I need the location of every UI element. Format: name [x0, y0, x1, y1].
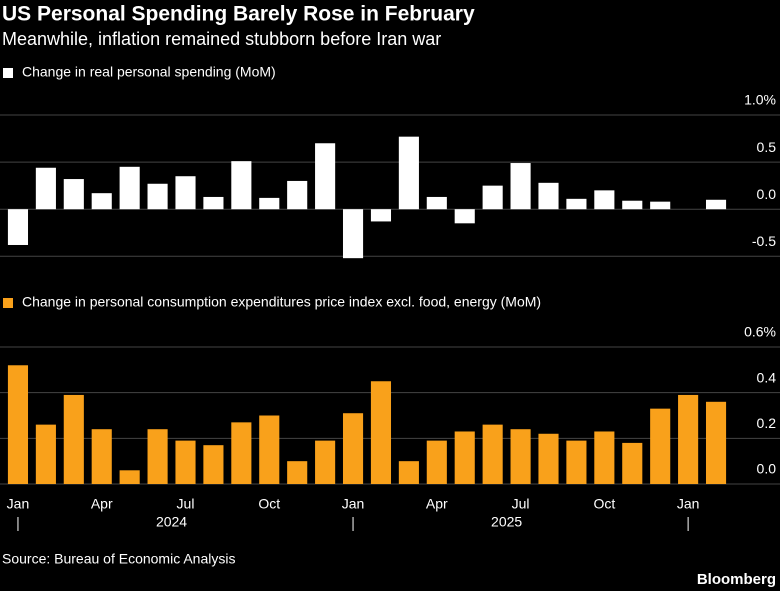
bar — [91, 429, 112, 484]
bar — [7, 365, 29, 484]
bar — [510, 163, 531, 210]
bar — [398, 461, 419, 484]
x-tick-label: Jan — [342, 496, 365, 512]
chart-title: US Personal Spending Barely Rose in Febr… — [2, 3, 475, 26]
bar — [650, 408, 671, 484]
bar — [705, 199, 727, 210]
bar — [35, 424, 56, 484]
bar — [63, 394, 84, 484]
bar — [203, 445, 224, 484]
bar — [147, 183, 168, 210]
legend-swatch — [3, 68, 13, 78]
y-tick-label: -0.5 — [752, 233, 776, 249]
y-tick-label: 0.0 — [757, 186, 777, 202]
bar — [538, 433, 559, 484]
bar — [342, 209, 364, 259]
bar — [287, 180, 308, 210]
bar — [119, 470, 140, 484]
bar — [482, 424, 503, 484]
bar — [370, 381, 392, 484]
bar — [287, 461, 308, 484]
bar — [342, 413, 364, 484]
bar — [119, 166, 140, 210]
bar — [482, 185, 503, 210]
bar — [175, 176, 196, 210]
bar — [454, 431, 475, 484]
year-label: 2024 — [156, 514, 187, 530]
x-tick-label: Apr — [91, 496, 113, 512]
bar — [426, 196, 447, 210]
bar — [705, 401, 727, 484]
brand: Bloomberg — [697, 571, 776, 588]
x-tick-label: Apr — [426, 496, 448, 512]
x-tick-label: Oct — [593, 496, 615, 512]
bar — [35, 167, 56, 210]
y-tick-label: 1.0% — [744, 92, 776, 108]
chart-subtitle: Meanwhile, inflation remained stubborn b… — [2, 29, 441, 49]
bar — [370, 209, 392, 222]
bar — [566, 440, 587, 484]
y-tick-label: 0.6% — [744, 324, 776, 340]
y-tick-label: 0.0 — [757, 461, 777, 477]
legend-label: Change in personal consumption expenditu… — [22, 294, 541, 310]
bar — [594, 431, 615, 484]
bar — [398, 136, 419, 210]
bar — [622, 442, 643, 484]
bar — [650, 201, 671, 210]
y-tick-label: 0.5 — [757, 139, 777, 155]
x-tick-label: Jan — [677, 496, 700, 512]
bar — [259, 197, 280, 210]
bar — [203, 196, 224, 210]
bar — [594, 190, 615, 210]
bar — [566, 198, 587, 210]
bar — [175, 440, 196, 484]
bar — [315, 440, 336, 484]
bar — [538, 182, 559, 210]
x-tick-label: Jul — [512, 496, 530, 512]
bar — [231, 161, 252, 210]
x-tick-label: Jan — [7, 496, 30, 512]
y-tick-label: 0.2 — [757, 415, 777, 431]
bar — [426, 440, 447, 484]
bar — [147, 429, 168, 484]
bar — [315, 143, 336, 210]
bar — [622, 200, 643, 210]
bar — [454, 209, 475, 224]
x-tick-label: Jul — [177, 496, 195, 512]
year-label: 2025 — [491, 514, 522, 530]
x-tick-label: Oct — [258, 496, 280, 512]
legend-swatch — [3, 298, 13, 308]
y-tick-label: 0.4 — [757, 369, 777, 385]
source: Source: Bureau of Economic Analysis — [2, 551, 235, 567]
bar — [91, 193, 112, 210]
bar — [259, 415, 280, 484]
bar — [510, 429, 531, 484]
bar — [7, 209, 29, 245]
legend-label: Change in real personal spending (MoM) — [22, 64, 276, 80]
bar — [231, 422, 252, 484]
bar — [678, 394, 699, 484]
bar — [63, 179, 84, 210]
